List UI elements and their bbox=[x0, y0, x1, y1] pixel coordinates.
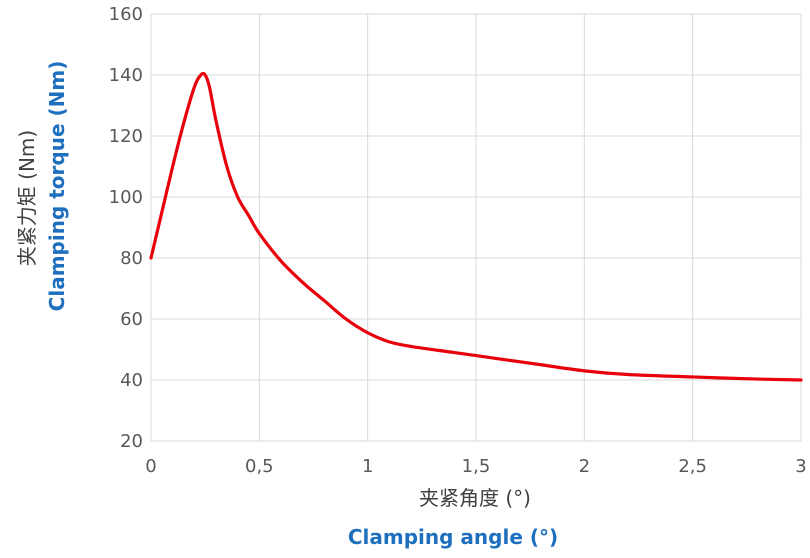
y-tick-label: 80 bbox=[120, 248, 143, 269]
horizontal-gridlines bbox=[151, 13, 801, 442]
x-tick-label: 2,5 bbox=[678, 456, 707, 477]
torque-curve-line bbox=[149, 71, 803, 382]
y-tick-label: 40 bbox=[120, 370, 143, 391]
x-axis-title-en: Clamping angle (°) bbox=[348, 525, 558, 549]
y-tick-label: 60 bbox=[120, 309, 143, 330]
series-layer bbox=[149, 71, 803, 382]
x-axis-tick-labels: 0 0,5 1 1,5 2 2,5 3 bbox=[145, 456, 806, 477]
y-tick-label: 100 bbox=[109, 187, 143, 208]
x-tick-label: 0,5 bbox=[245, 456, 274, 477]
x-tick-label: 1,5 bbox=[462, 456, 491, 477]
x-tick-label: 1 bbox=[362, 456, 373, 477]
y-tick-label: 140 bbox=[109, 65, 143, 86]
y-axis-title-cn: 夹紧力矩 (Nm) bbox=[15, 130, 39, 266]
x-tick-label: 2 bbox=[579, 456, 590, 477]
x-tick-label: 3 bbox=[795, 456, 806, 477]
y-tick-label: 20 bbox=[120, 431, 143, 452]
y-axis-title-en: Clamping torque (Nm) bbox=[45, 61, 69, 312]
y-tick-label: 120 bbox=[109, 126, 143, 147]
y-axis-tick-labels: 20 40 60 80 100 120 140 160 bbox=[109, 4, 143, 452]
x-axis-title-cn: 夹紧角度 (°) bbox=[419, 486, 531, 510]
x-tick-label: 0 bbox=[145, 456, 156, 477]
y-tick-label: 160 bbox=[109, 4, 143, 25]
vertical-gridlines bbox=[150, 14, 802, 441]
